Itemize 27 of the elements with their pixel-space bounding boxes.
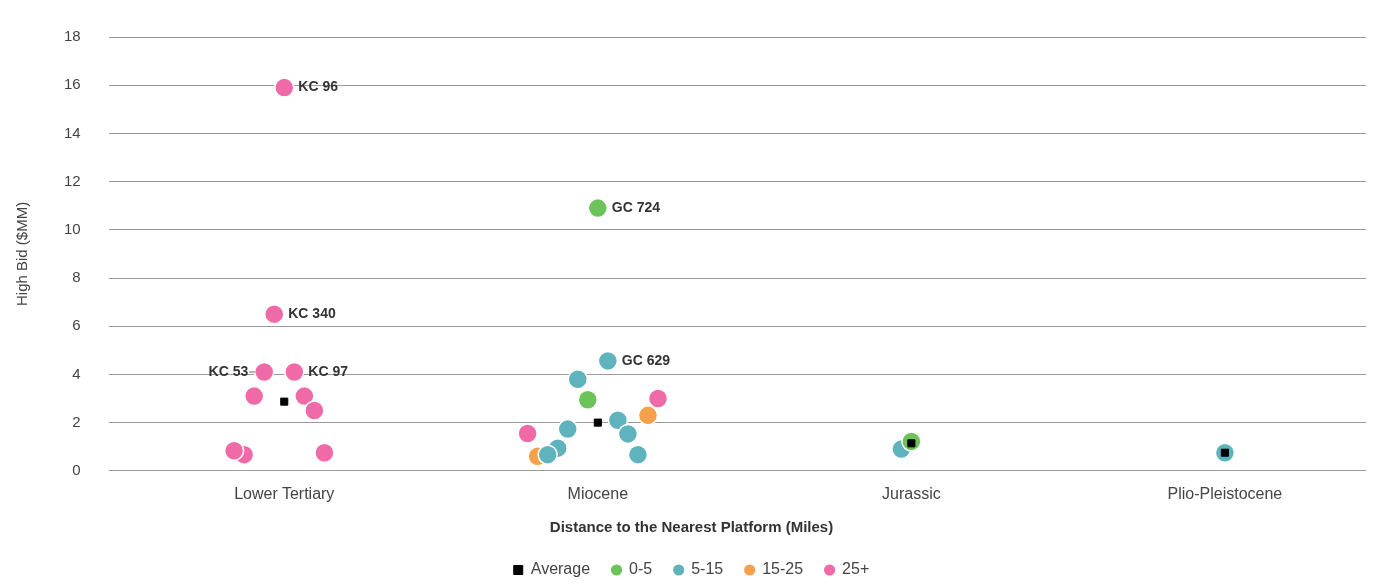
- legend-label: 15-25: [762, 560, 804, 578]
- annotation: KC 97: [308, 362, 349, 379]
- annotation: KC 96: [298, 78, 339, 95]
- legend-title: Distance to the Nearest Platform (Miles): [549, 517, 834, 535]
- x-tick-label: Jurassic: [882, 484, 941, 502]
- annotation: GC 629: [621, 351, 671, 368]
- y-tick-label: 10: [64, 219, 81, 237]
- y-tick-label: 4: [72, 364, 81, 382]
- y-tick-label: 8: [72, 268, 81, 286]
- annotation: KC 53: [208, 362, 249, 379]
- legend-label: 25+: [842, 560, 870, 578]
- x-tick-label: Miocene: [567, 484, 629, 502]
- y-tick-label: 14: [64, 123, 81, 141]
- annotation: KC 340: [288, 305, 336, 322]
- y-tick-label: 2: [72, 412, 81, 430]
- y-tick-label: 16: [64, 75, 81, 93]
- legend-label: 5-15: [691, 560, 724, 578]
- legend-label: 0-5: [629, 560, 653, 578]
- y-tick-label: 6: [72, 316, 81, 334]
- y-tick-label: 12: [64, 171, 81, 189]
- x-tick-label: Plio-Pleistocene: [1167, 484, 1283, 502]
- y-axis-title: High Bid ($MM): [13, 201, 31, 306]
- legend-label: Average: [530, 560, 591, 578]
- x-tick-label: Lower Tertiary: [234, 484, 335, 502]
- y-tick-label: 18: [64, 27, 81, 45]
- y-tick-label: 0: [72, 460, 81, 478]
- annotation: GC 724: [611, 198, 661, 215]
